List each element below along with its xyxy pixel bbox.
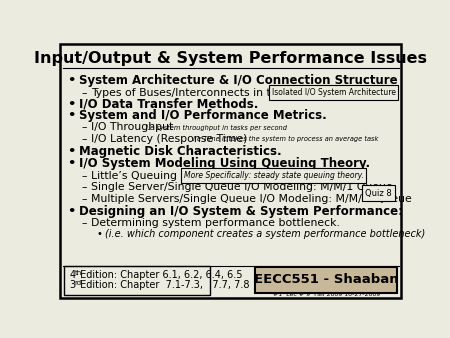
- Text: Quiz 8: Quiz 8: [365, 189, 392, 198]
- Text: I/O Data Transfer Methods.: I/O Data Transfer Methods.: [79, 98, 258, 111]
- Text: System Architecture & I/O Connection Structure: System Architecture & I/O Connection Str…: [79, 74, 397, 88]
- Text: –: –: [81, 88, 87, 98]
- Text: rd: rd: [74, 281, 81, 286]
- Text: EECC551 - Shaaban: EECC551 - Shaaban: [254, 273, 399, 287]
- Text: •: •: [67, 145, 75, 158]
- Text: I/O System Modeling Using Queuing Theory.: I/O System Modeling Using Queuing Theory…: [79, 158, 370, 170]
- Text: •: •: [67, 205, 75, 218]
- FancyBboxPatch shape: [60, 44, 401, 298]
- Text: Magnetic Disk Characteristics.: Magnetic Disk Characteristics.: [79, 145, 282, 158]
- Text: 3: 3: [69, 280, 76, 290]
- Text: •: •: [67, 158, 75, 170]
- Text: Input/Output & System Performance Issues: Input/Output & System Performance Issues: [34, 51, 427, 66]
- Text: (i.e. which component creates a system performance bottleneck): (i.e. which component creates a system p…: [105, 229, 425, 239]
- Text: th: th: [74, 270, 81, 276]
- Text: Little’s Queuing Law: Little’s Queuing Law: [91, 171, 202, 180]
- FancyBboxPatch shape: [64, 266, 211, 295]
- Text: •: •: [67, 98, 75, 111]
- Text: I/O Latency (Response Time): I/O Latency (Response Time): [91, 134, 248, 144]
- Text: –: –: [81, 182, 87, 192]
- Text: –: –: [81, 218, 87, 228]
- Text: Edition: Chapter  7.1-7.3,   7.7, 7.8: Edition: Chapter 7.1-7.3, 7.7, 7.8: [77, 280, 250, 290]
- Text: Multiple Servers/Single Queue I/O Modeling: M/M/m Queue: Multiple Servers/Single Queue I/O Modeli…: [91, 194, 412, 204]
- Text: System and I/O Performance Metrics.: System and I/O Performance Metrics.: [79, 109, 327, 122]
- Text: 4: 4: [69, 270, 76, 280]
- FancyBboxPatch shape: [255, 267, 397, 293]
- Text: Single Server/Single Queue I/O Modeling: M/M/1 Queue: Single Server/Single Queue I/O Modeling:…: [91, 182, 393, 192]
- Text: i.e system throughput in tasks per second: i.e system throughput in tasks per secon…: [146, 124, 287, 130]
- Text: Designing an I/O System & System Performance:: Designing an I/O System & System Perform…: [79, 205, 403, 218]
- Text: –: –: [81, 171, 87, 180]
- Text: –: –: [81, 134, 87, 144]
- Text: #1  Lec # 9  Fall 2009 10-27-2009: #1 Lec # 9 Fall 2009 10-27-2009: [273, 292, 380, 297]
- Text: Isolated I/O System Architecture: Isolated I/O System Architecture: [272, 88, 396, 97]
- Text: •: •: [67, 109, 75, 122]
- Text: I/O Throughput: I/O Throughput: [91, 122, 173, 132]
- Text: –: –: [81, 194, 87, 204]
- Text: Edition: Chapter 6.1, 6.2, 6.4, 6.5: Edition: Chapter 6.1, 6.2, 6.4, 6.5: [77, 270, 243, 280]
- Text: Types of Buses/Interconnects in the system.: Types of Buses/Interconnects in the syst…: [91, 88, 331, 98]
- Text: •: •: [67, 74, 75, 88]
- Text: i.e Time it takes the system to process an average task: i.e Time it takes the system to process …: [194, 136, 379, 142]
- Text: More Specifically: steady state queuing theory.: More Specifically: steady state queuing …: [184, 171, 364, 180]
- Text: Determining system performance bottleneck.: Determining system performance bottlenec…: [91, 218, 340, 228]
- Text: –: –: [81, 122, 87, 132]
- Text: •: •: [96, 229, 102, 239]
